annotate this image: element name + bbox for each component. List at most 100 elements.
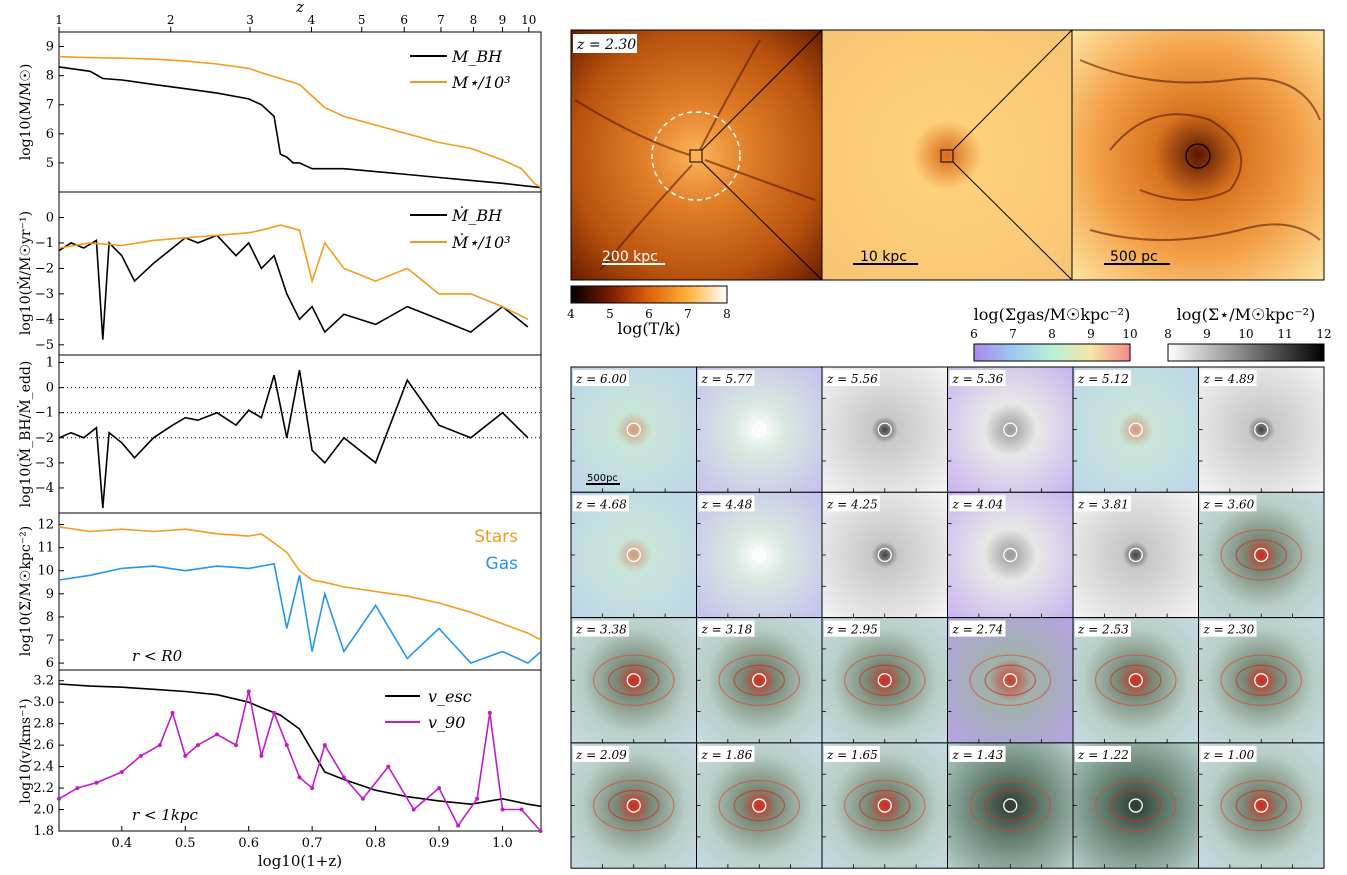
redshift-tile: z = 4.89 <box>1198 366 1325 493</box>
y-tick-label: 2.0 <box>33 803 54 818</box>
tile-label-box <box>1075 370 1131 386</box>
v90-point <box>170 710 175 715</box>
y-tick-label: 2.4 <box>33 760 54 775</box>
tile-redshift-label: z = 5.12 <box>1077 372 1129 386</box>
tile-redshift-label: z = 2.30 <box>1203 623 1255 637</box>
tile-label-box <box>573 620 629 637</box>
panel-accretion-lines <box>58 224 529 340</box>
bh-circle <box>626 422 641 437</box>
tile-image <box>696 617 823 744</box>
colorbar-tick-label: 4 <box>567 307 575 321</box>
tile-redshift-label: z = 2.95 <box>826 623 878 637</box>
filament <box>704 159 816 201</box>
zoom-line <box>952 161 1073 281</box>
scale-bar-label-200kpc: 200 kpc <box>602 249 658 265</box>
tile-label-box <box>1075 495 1131 512</box>
redshift-tile: z = 6.00 <box>570 366 697 493</box>
y-tick-label: 1.8 <box>33 824 54 839</box>
tile-redshift-label: z = 1.86 <box>701 748 753 762</box>
tile-redshift-label: z = 5.77 <box>701 372 753 386</box>
v90-point <box>519 807 524 812</box>
tile-label-box <box>698 620 755 637</box>
tile-label-box <box>1075 620 1131 637</box>
v90-point <box>297 775 302 780</box>
x-tick-label: 0.6 <box>238 836 259 851</box>
tile-image <box>1072 617 1199 744</box>
redshift-tile: z = 2.53 <box>1072 617 1199 744</box>
y-tick-label: −5 <box>35 338 54 353</box>
bh-circle <box>1003 422 1018 437</box>
redshift-tile: z = 4.04 <box>947 491 1074 619</box>
series-line-2-0 <box>58 369 529 509</box>
v90-point <box>475 796 480 801</box>
y-tick-label: −4 <box>35 481 54 496</box>
panel-velocity: 3.2 3.0 2.8 2.6 2.4 2.2 2.0 1.8 0.4 0.5 0.6 0.7 0.8… <box>18 669 543 870</box>
bh-circle <box>1254 422 1269 437</box>
tile-image <box>947 366 1074 493</box>
top-tick-label: 6 <box>400 13 408 27</box>
tile-image <box>1198 491 1325 619</box>
redshift-tile: z = 2.09 <box>570 742 697 869</box>
top-axis-ticks: 1 2 3 4 5 6 7 8 9 10 <box>55 13 536 32</box>
panel-eddington-reference-lines <box>59 387 541 439</box>
v90-point <box>386 764 391 769</box>
y-tick-label: 5 <box>46 156 54 171</box>
tile-redshift-label: z = 1.43 <box>952 748 1004 762</box>
series-line-1-1 <box>58 224 529 321</box>
temperature-colorbar-ticks: 4 5 6 7 8 <box>567 307 731 321</box>
bh-circle <box>1003 798 1018 813</box>
redshift-tile: z = 1.65 <box>821 742 948 869</box>
panel-accretion-y-ticks: 0 −1 −2 −3 −4 −5 <box>35 210 64 353</box>
tile-redshift-label: z = 4.04 <box>952 497 1004 511</box>
tile-label-box <box>824 370 880 386</box>
redshift-tile: z = 3.38 <box>570 617 697 744</box>
panel-mass-lines <box>58 55 542 189</box>
v90-point <box>341 775 346 780</box>
colorbar-tick-label: 9 <box>1087 327 1095 341</box>
panel-surface-density-y-ticks: 6 7 8 9 10 11 12 <box>37 518 64 671</box>
top-tick-label: 7 <box>437 13 445 27</box>
bh-circle <box>877 673 892 688</box>
top-tick-label: 9 <box>499 13 507 27</box>
grid-scale-bar: 500pc <box>586 473 620 485</box>
tile-redshift-label: z = 4.89 <box>1203 372 1255 386</box>
x-tick-label: 0.5 <box>175 836 196 851</box>
tile-image <box>570 491 697 619</box>
tile-image <box>570 742 697 869</box>
scale-bar-label-10kpc: 10 kpc <box>860 249 907 265</box>
top-tick-label: 5 <box>358 13 366 27</box>
zoom-line <box>701 161 823 281</box>
x-tick-label: 0.4 <box>111 836 132 851</box>
spiral-arm <box>608 789 660 822</box>
y-tick-label: 9 <box>46 587 54 602</box>
tile-label-box <box>949 495 1006 512</box>
panel-surface-density-annotation: r < R0 <box>132 647 183 665</box>
tile-label-box <box>698 495 755 512</box>
bh-circle <box>1003 673 1018 688</box>
bh-circle <box>877 798 892 813</box>
v90-point <box>272 710 277 715</box>
tile-label-box <box>949 620 1006 637</box>
temperature-panels: z = 2.30 200 kpc 10 kpc 500 pc 4 5 6 7 8 log… <box>567 29 1325 338</box>
tile-redshift-label: z = 1.65 <box>826 748 878 762</box>
y-tick-label: 11 <box>37 541 54 556</box>
y-tick-label: 2.6 <box>33 738 54 753</box>
spiral-arm <box>984 789 1036 822</box>
top-tick-label: 2 <box>167 13 175 27</box>
spiral-arm <box>1094 654 1177 706</box>
star-colorbar-label: log(Σ⋆/M☉kpc⁻²) <box>1177 305 1316 324</box>
y-tick-label: 1 <box>46 356 54 371</box>
legend-mstar-label: M⋆/10³ <box>451 73 511 92</box>
tile-image <box>696 366 823 493</box>
grid-colorbars: log(Σgas/M☉kpc⁻²) 6 7 8 9 10 log(Σ⋆/M☉kpc⁻²)… <box>970 305 1332 362</box>
tile-redshift-label: z = 2.53 <box>1077 623 1129 637</box>
y-tick-label: 2.2 <box>33 781 54 796</box>
redshift-tile: z = 3.60 <box>1198 491 1325 619</box>
v90-point <box>119 769 124 774</box>
colorbar-tick-label: 10 <box>1238 327 1253 341</box>
y-tick-label: 6 <box>46 656 54 671</box>
gas-colorbar-ticks: 6 7 8 9 10 <box>970 327 1137 341</box>
v90-point <box>234 743 239 748</box>
